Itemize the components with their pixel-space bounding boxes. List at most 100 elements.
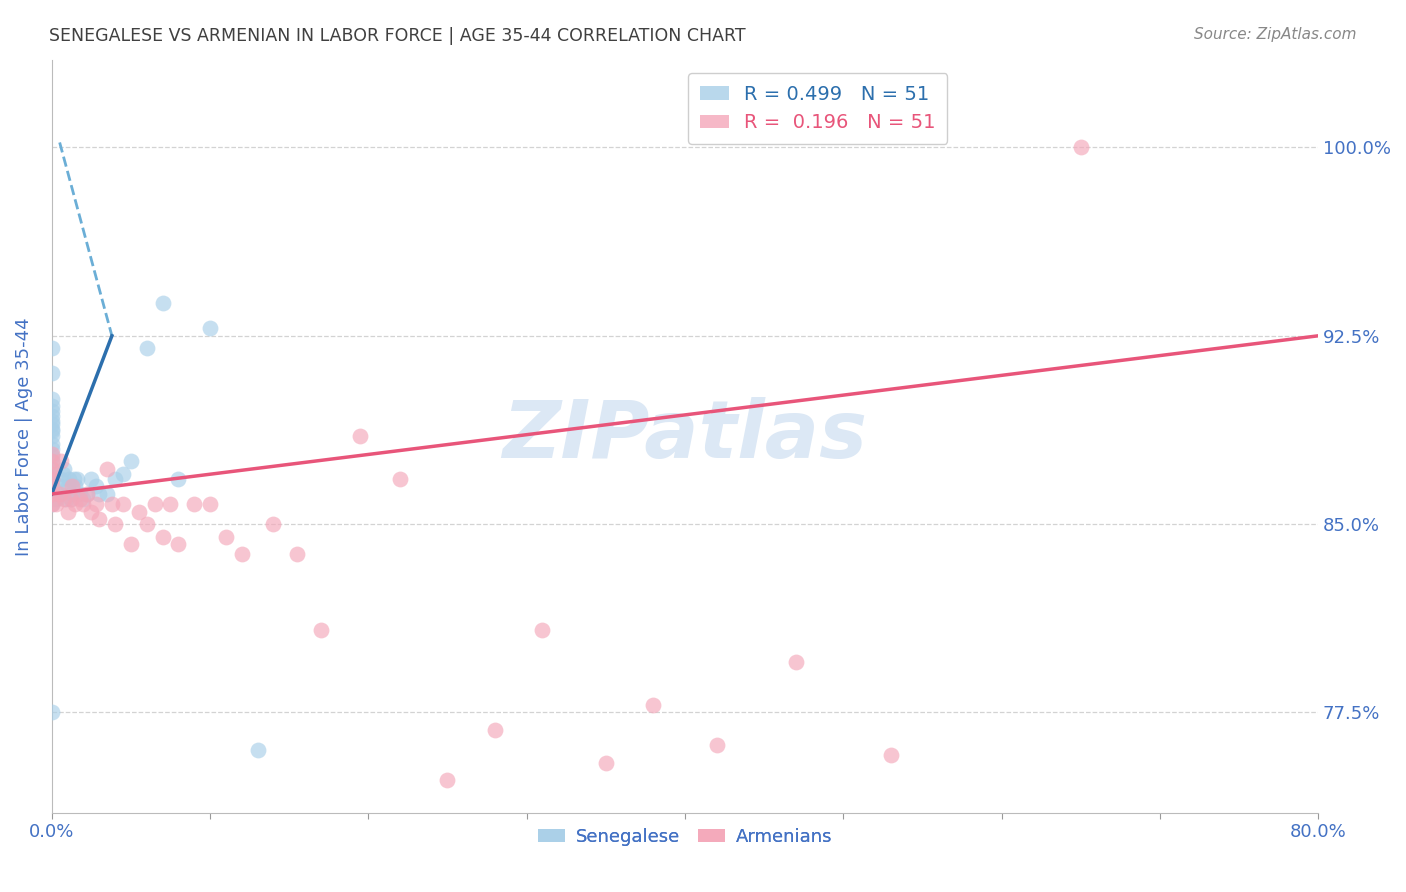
Point xyxy=(41,467,63,481)
Point xyxy=(135,517,157,532)
Point xyxy=(41,479,63,493)
Point xyxy=(285,547,308,561)
Point xyxy=(41,462,63,476)
Point xyxy=(66,472,89,486)
Point xyxy=(643,698,665,712)
Point xyxy=(41,424,63,438)
Point xyxy=(111,497,134,511)
Point xyxy=(60,479,83,493)
Point xyxy=(51,454,73,468)
Point xyxy=(41,417,63,431)
Point xyxy=(41,450,63,464)
Point xyxy=(198,321,221,335)
Point xyxy=(41,487,63,501)
Point xyxy=(120,537,142,551)
Point xyxy=(55,491,77,506)
Point xyxy=(53,462,76,476)
Point xyxy=(104,517,127,532)
Point xyxy=(96,487,118,501)
Point xyxy=(101,497,124,511)
Point xyxy=(69,491,91,506)
Point xyxy=(262,517,284,532)
Point xyxy=(41,409,63,424)
Point xyxy=(41,497,63,511)
Point xyxy=(60,487,83,501)
Point xyxy=(159,497,181,511)
Point xyxy=(69,487,91,501)
Point xyxy=(706,738,728,752)
Point xyxy=(52,467,75,481)
Point xyxy=(41,399,63,413)
Point xyxy=(76,487,98,501)
Text: Source: ZipAtlas.com: Source: ZipAtlas.com xyxy=(1194,27,1357,42)
Point xyxy=(41,404,63,418)
Point xyxy=(89,487,111,501)
Point xyxy=(96,462,118,476)
Point xyxy=(63,472,86,486)
Point xyxy=(56,505,79,519)
Point xyxy=(53,491,76,506)
Point xyxy=(45,491,67,506)
Point xyxy=(41,422,63,436)
Point xyxy=(65,479,87,493)
Point xyxy=(388,472,411,486)
Point xyxy=(58,472,80,486)
Point xyxy=(785,655,807,669)
Text: ZIPatlas: ZIPatlas xyxy=(502,397,868,475)
Point xyxy=(48,487,70,501)
Point xyxy=(59,491,82,506)
Point xyxy=(76,487,98,501)
Point xyxy=(41,479,63,493)
Legend: Senegalese, Armenians: Senegalese, Armenians xyxy=(530,821,839,853)
Point xyxy=(128,505,150,519)
Point xyxy=(309,623,332,637)
Point xyxy=(84,497,107,511)
Point xyxy=(72,491,94,506)
Point xyxy=(349,429,371,443)
Point xyxy=(41,429,63,443)
Point xyxy=(41,392,63,406)
Point xyxy=(143,497,166,511)
Point xyxy=(41,454,63,468)
Point xyxy=(56,479,79,493)
Point xyxy=(167,537,190,551)
Point xyxy=(120,454,142,468)
Point xyxy=(46,487,69,501)
Point xyxy=(80,472,103,486)
Point xyxy=(41,414,63,428)
Point xyxy=(41,462,63,476)
Point xyxy=(41,467,63,481)
Point xyxy=(41,367,63,381)
Point xyxy=(65,497,87,511)
Point xyxy=(183,497,205,511)
Point xyxy=(152,530,174,544)
Point xyxy=(215,530,238,544)
Point xyxy=(104,472,127,486)
Point xyxy=(231,547,253,561)
Point xyxy=(41,497,63,511)
Point xyxy=(41,447,63,461)
Y-axis label: In Labor Force | Age 35-44: In Labor Force | Age 35-44 xyxy=(15,317,32,556)
Point xyxy=(111,467,134,481)
Point xyxy=(41,437,63,451)
Point xyxy=(41,442,63,456)
Point xyxy=(41,472,63,486)
Point xyxy=(246,743,269,757)
Point xyxy=(41,454,63,468)
Point xyxy=(880,748,903,763)
Point xyxy=(45,497,67,511)
Point xyxy=(41,342,63,356)
Point xyxy=(89,512,111,526)
Point xyxy=(152,296,174,310)
Point xyxy=(436,773,458,788)
Point xyxy=(80,505,103,519)
Point xyxy=(1070,140,1092,154)
Point xyxy=(595,756,617,770)
Point xyxy=(48,479,70,493)
Point xyxy=(41,706,63,720)
Point xyxy=(72,497,94,511)
Point xyxy=(167,472,190,486)
Point xyxy=(51,472,73,486)
Point xyxy=(59,491,82,506)
Point xyxy=(41,487,63,501)
